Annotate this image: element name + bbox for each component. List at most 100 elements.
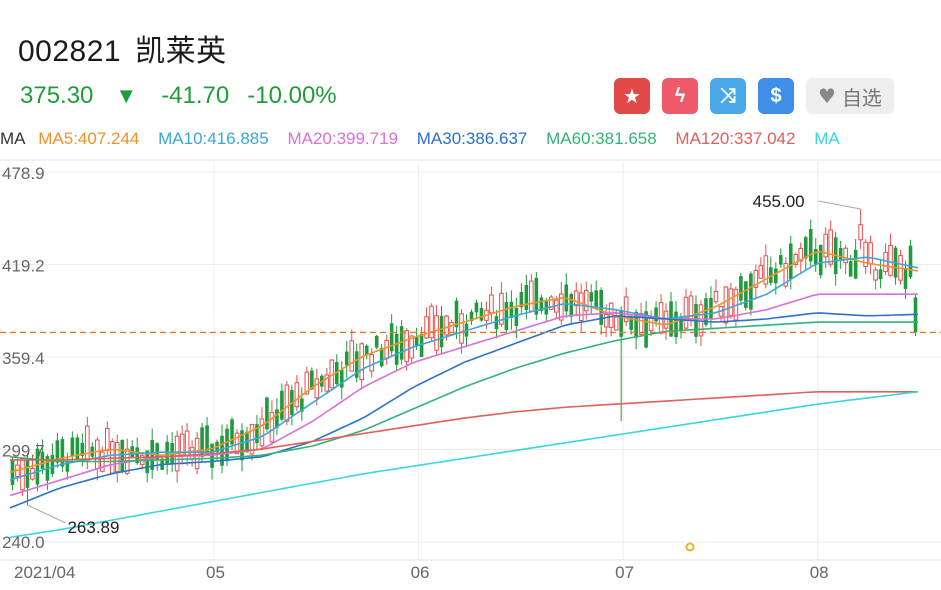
candle-body-5 <box>35 448 40 485</box>
candle-body-76 <box>389 323 394 352</box>
fav-label: 自选 <box>841 85 882 110</box>
candle-body-108 <box>549 296 554 310</box>
candle-body-147 <box>744 281 748 308</box>
candle-body-67 <box>344 351 349 366</box>
candle-body-176 <box>888 244 893 276</box>
candle-body-55 <box>284 384 290 422</box>
ma-line-ma60 <box>9 321 918 463</box>
max-label: 455.00 <box>753 192 805 211</box>
candle-body-170 <box>858 224 863 241</box>
candle-body-21 <box>114 442 120 473</box>
candle-body-15 <box>85 425 90 462</box>
fav-button[interactable]: ♥ 自选 <box>806 78 894 114</box>
candle-body-0 <box>10 460 15 485</box>
ma-line-ma120 <box>10 391 918 461</box>
quote-line: 375.30 ▼ -41.70 -10.00% <box>20 82 355 110</box>
candle-body-74 <box>379 347 384 367</box>
candle-body-104 <box>529 280 534 312</box>
candle-body-112 <box>569 293 574 317</box>
candle-body-167 <box>843 247 848 264</box>
candle-body-180 <box>908 245 913 278</box>
candle-body-159 <box>803 237 808 259</box>
china-flag-icon[interactable]: ★ <box>614 78 650 114</box>
candle-body-54 <box>280 390 284 420</box>
candle-body-63 <box>324 374 330 392</box>
x-tick-label-2: 06 <box>411 563 430 582</box>
price: 375.30 <box>20 82 94 109</box>
candle-body-121 <box>613 316 619 331</box>
candle-body-9 <box>55 440 60 463</box>
candle-body-133 <box>674 311 678 338</box>
candle-body-168 <box>848 261 853 277</box>
ma-legend-ma30: MA30:386.637 <box>416 129 528 148</box>
ma-legend-ma5: MA5:407.244 <box>38 129 140 148</box>
candle-body-53 <box>275 409 279 428</box>
toolbar: ★ ϟ ⤨ $ ♥ 自选 <box>614 78 894 114</box>
candle-body-123 <box>623 296 629 323</box>
candle-body-98 <box>499 292 504 325</box>
candle-body-129 <box>654 307 658 322</box>
candle-body-82 <box>419 333 424 357</box>
candle-body-158 <box>798 247 804 262</box>
candle-body-144 <box>728 288 734 316</box>
candle-body-13 <box>75 437 80 460</box>
flash-icon[interactable]: ϟ <box>662 78 698 114</box>
candle-body-49 <box>255 424 259 444</box>
candle-body-164 <box>828 229 833 265</box>
candle-body-155 <box>783 262 789 287</box>
candle-body-50 <box>259 418 265 447</box>
candle-body-175 <box>883 252 888 273</box>
candle-body-169 <box>853 249 858 279</box>
stock-code: 002821 <box>18 35 122 68</box>
candle-body-115 <box>583 289 589 312</box>
candle-body-25 <box>135 447 140 464</box>
ma-line-ma30 <box>9 312 919 509</box>
candle-body-93 <box>474 302 479 313</box>
candle-body-57 <box>294 382 300 408</box>
candle-body-166 <box>838 248 843 260</box>
dollar-icon[interactable]: $ <box>758 78 794 114</box>
candle-body-78 <box>399 326 404 360</box>
stock-name: 凯莱英 <box>135 34 227 69</box>
candle-body-152 <box>769 267 773 283</box>
candle-body-160 <box>808 229 813 262</box>
candle-body-10 <box>60 439 65 467</box>
candle-body-22 <box>120 439 125 473</box>
candle-body-60 <box>310 370 314 390</box>
candle-body-52 <box>269 411 275 443</box>
candle-body-71 <box>364 345 369 356</box>
candle-body-81 <box>414 336 419 347</box>
candle-body-122 <box>619 310 623 337</box>
candle-body-68 <box>349 340 355 372</box>
candle-body-125 <box>634 311 638 338</box>
candle-body-119 <box>603 313 609 328</box>
candle-body-151 <box>763 255 769 285</box>
candle-body-114 <box>578 292 584 322</box>
candle-body-117 <box>594 290 599 307</box>
swap-icon[interactable]: ⤨ <box>710 78 746 114</box>
candle-body-157 <box>793 253 799 265</box>
candle-body-27 <box>145 450 149 474</box>
candle-body-101 <box>514 307 519 327</box>
x-tick-label-1: 05 <box>206 563 225 582</box>
candle-body-75 <box>384 340 389 360</box>
candle-body-20 <box>109 441 115 474</box>
candle-body-134 <box>679 316 683 331</box>
x-tick-label-0: 2021/04 <box>14 563 75 582</box>
candle-body-12 <box>70 437 75 456</box>
candle-body-79 <box>404 330 409 363</box>
candle-body-126 <box>638 313 644 335</box>
candle-body-77 <box>394 333 399 365</box>
candle-body-141 <box>713 290 719 303</box>
candle-body-148 <box>749 273 753 310</box>
candle-body-156 <box>788 243 793 280</box>
candle-body-128 <box>648 317 654 332</box>
candle-body-72 <box>369 354 374 372</box>
candle-body-14 <box>80 442 85 456</box>
candle-body-97 <box>494 316 499 330</box>
y-tick-label-3: 299.7 <box>2 442 45 461</box>
candle-body-86 <box>439 315 444 348</box>
ma-legend: MA MA5:407.244 MA10:416.885 MA20:399.719… <box>0 129 941 149</box>
ma-legend-ma250: MA <box>814 129 840 148</box>
